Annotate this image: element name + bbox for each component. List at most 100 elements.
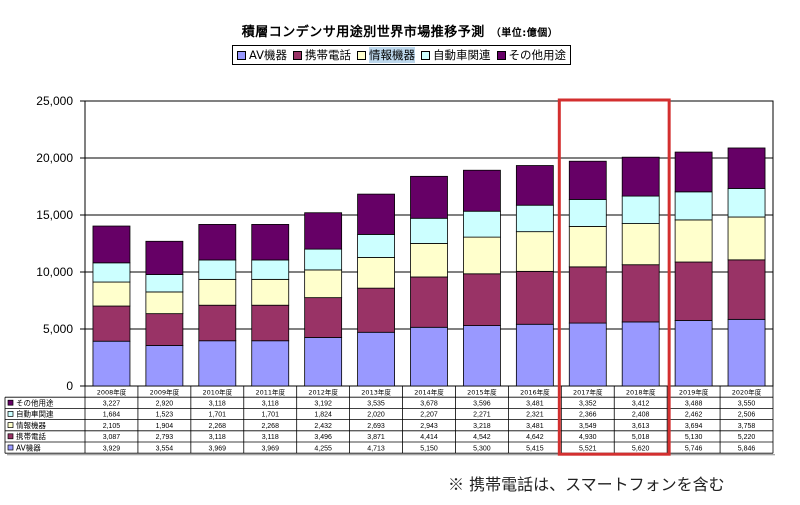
bar-segment — [727, 147, 766, 189]
table-cell: 4,713 — [367, 445, 385, 452]
bar-segment — [251, 224, 290, 261]
table-cell: 2,268 — [261, 423, 279, 430]
bar-segment — [463, 325, 501, 387]
table-cell: 2,366 — [579, 412, 597, 419]
table-cell: 3,496 — [314, 434, 332, 441]
table-cell: 5,300 — [473, 445, 491, 452]
table-cell: 3,550 — [738, 401, 756, 408]
bar-segment — [410, 243, 448, 278]
table-cell: 5,130 — [685, 434, 703, 441]
x-category-label: 2019年度 — [679, 388, 709, 397]
table-cell: 3,554 — [156, 445, 174, 452]
bar-segment — [304, 297, 343, 338]
bar-segment — [92, 305, 131, 342]
y-tick-label: 20,000 — [36, 151, 73, 165]
table-cell: 5,150 — [420, 445, 438, 452]
table-cell: 4,542 — [473, 434, 491, 441]
bar-segment — [198, 224, 237, 261]
bar-segment — [251, 340, 290, 387]
x-category-label: 2020年度 — [732, 388, 762, 397]
y-tick-label: 15,000 — [36, 208, 73, 222]
table-cell: 1,904 — [156, 423, 174, 430]
table-cell: 3,758 — [738, 423, 756, 430]
bar-segment — [515, 231, 554, 272]
table-cell: 2,432 — [314, 423, 332, 430]
table-cell: 2,271 — [473, 412, 491, 419]
bar-segment — [568, 160, 607, 200]
table-row-label: その他用途 — [16, 398, 54, 408]
bar-segment — [410, 326, 448, 387]
bar-segment — [463, 236, 501, 275]
x-category-label: 2012年度 — [308, 388, 338, 397]
bar-segment — [145, 240, 184, 275]
bar-segment — [674, 151, 713, 193]
chart-title: 積層コンデンサ用途別世界市場推移予測 （単位:億個） — [0, 21, 800, 40]
bar-segment — [621, 321, 660, 387]
table-cell: 3,087 — [103, 434, 121, 441]
legend-swatch-mobile — [293, 50, 302, 60]
legend: AV機器 携帯電話 情報機器 自動車関連 その他用途 — [232, 45, 571, 65]
table-cell: 3,412 — [632, 401, 650, 408]
bar-segment — [674, 219, 713, 263]
bar-segment — [727, 216, 766, 261]
table-cell: 4,642 — [526, 434, 544, 441]
table-cell: 3,549 — [579, 423, 597, 430]
bar-segment — [145, 274, 184, 293]
y-tick-label: 5,000 — [43, 322, 73, 336]
table-cell: 3,227 — [103, 401, 121, 408]
bar-segment — [621, 264, 660, 323]
bar-segment — [674, 320, 713, 387]
table-cell: 4,930 — [579, 434, 597, 441]
table-cell: 3,969 — [261, 445, 279, 452]
bar-segment — [568, 199, 607, 227]
bar-segment — [357, 331, 395, 387]
table-cell: 2,408 — [632, 412, 650, 419]
bar-segment — [621, 223, 660, 266]
legend-item-auto: 自動車関連 — [421, 47, 491, 63]
table-cell: 3,535 — [367, 401, 385, 408]
bar-segment — [727, 188, 766, 218]
bar-segment — [92, 281, 131, 307]
legend-label-auto: 自動車関連 — [433, 48, 491, 62]
bar-segment — [463, 169, 501, 212]
x-category-label: 2013年度 — [361, 388, 391, 397]
x-category-label: 2008年度 — [97, 388, 127, 397]
table-cell: 5,521 — [579, 445, 597, 452]
y-tick-label: 25,000 — [36, 94, 73, 108]
bar-segment — [568, 266, 607, 324]
table-row-legend-key — [7, 411, 14, 417]
data-table: 2008年度 2009年度 2010年度 2011年度 2012年度 2013年度 2014… — [4, 386, 775, 456]
table-cell: 1,523 — [156, 412, 174, 419]
table-cell: 3,192 — [314, 401, 332, 408]
legend-swatch-info — [357, 50, 366, 60]
bar-segment — [198, 259, 237, 280]
table-row-label: 情報機器 — [16, 420, 46, 430]
table-cell: 1,701 — [261, 412, 279, 419]
bar-segment — [674, 261, 713, 321]
table-row-legend-key — [7, 422, 14, 428]
table-cell: 3,481 — [526, 423, 544, 430]
highlight-box — [557, 98, 671, 456]
bar-segment — [568, 225, 607, 268]
table-cell: 5,620 — [632, 445, 650, 452]
table-cell: 1,684 — [103, 412, 121, 419]
bar-segment — [621, 156, 660, 197]
x-category-label: 2018年度 — [626, 388, 656, 397]
table-cell: 2,268 — [209, 423, 227, 430]
legend-label-other: その他用途 — [508, 48, 567, 62]
table-cell: 5,220 — [738, 434, 756, 441]
legend-item-info: 情報機器 — [357, 47, 415, 63]
bar-segment — [463, 210, 501, 238]
table-cell: 5,846 — [738, 445, 756, 452]
bar-segment — [92, 340, 131, 387]
table-cell: 4,255 — [314, 445, 332, 452]
table-cell: 3,969 — [209, 445, 227, 452]
y-tick-label: 0 — [66, 379, 73, 393]
table-cell: 2,506 — [738, 412, 756, 419]
chart-unit-label: （単位:億個） — [490, 28, 559, 39]
y-axis: 0 5,000 10,000 15,000 20,000 25,000 — [36, 94, 85, 393]
bar-segment — [304, 212, 343, 250]
bar-segment — [515, 270, 554, 325]
bar-segment — [515, 165, 554, 206]
bar-segment — [463, 273, 501, 326]
